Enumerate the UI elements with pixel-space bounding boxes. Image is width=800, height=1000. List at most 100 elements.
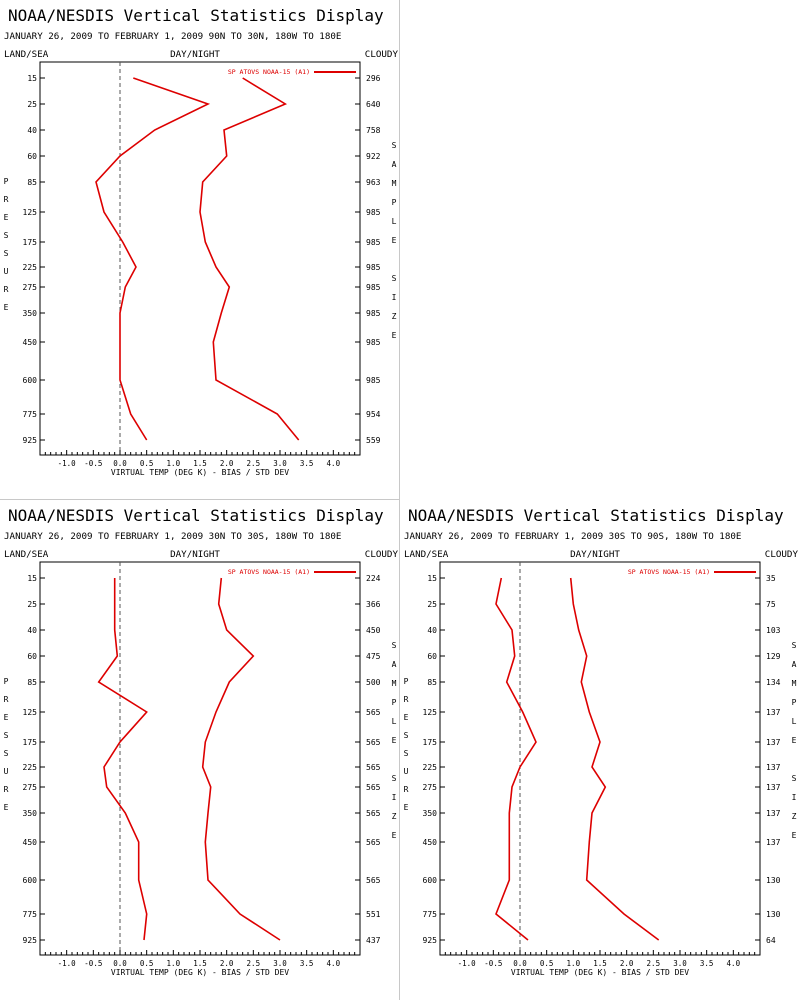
pressure-level-label: 25: [27, 600, 37, 609]
x-tick-label: -1.0: [58, 959, 77, 968]
sample-size-label: 296: [366, 74, 381, 83]
y2-axis-label-letter: M: [792, 679, 797, 688]
series-line-std_dev: [569, 577, 660, 941]
y-axis-label-letter: U: [4, 267, 9, 276]
x-tick-label: 4.0: [327, 459, 341, 468]
y-axis-label-letter: U: [404, 767, 409, 776]
sample-size-label: 137: [766, 708, 781, 717]
series-line-bias: [95, 77, 211, 441]
pressure-level-label: 275: [23, 783, 38, 792]
plot-frame: [39, 561, 361, 956]
x-tick-label: 4.0: [727, 959, 741, 968]
y2-axis-label-letter: E: [392, 331, 397, 340]
pressure-level-label: 450: [423, 838, 438, 847]
pressure-level-label: 175: [423, 738, 438, 747]
y2-axis-label-letter: L: [392, 217, 397, 226]
x-axis-label: VIRTUAL TEMP (DEG K) - BIAS / STD DEV: [111, 468, 289, 477]
chart-panel-90n-30n: NOAA/NESDIS Vertical Statistics Display J…: [0, 0, 400, 500]
y2-axis-label-letter: E: [392, 831, 397, 840]
sample-size-label: 922: [366, 152, 381, 161]
sample-size-label: 64: [766, 936, 776, 945]
pressure-level-label: 450: [23, 838, 38, 847]
header-land-sea: LAND/SEA: [404, 549, 449, 560]
y-axis-label-letter: R: [4, 195, 9, 204]
y2-axis-label-letter: P: [392, 198, 397, 207]
y2-axis-label-letter: S: [792, 641, 797, 650]
sample-size-label: 565: [366, 809, 381, 818]
vertical-stats-chart: NOAA/NESDIS Vertical Statistics Display J…: [404, 506, 799, 977]
x-axis-label: VIRTUAL TEMP (DEG K) - BIAS / STD DEV: [511, 968, 689, 977]
pressure-level-label: 175: [23, 738, 38, 747]
pressure-level-label: 175: [23, 238, 38, 247]
sample-size-label: 985: [366, 208, 381, 217]
sample-size-label: 565: [366, 838, 381, 847]
sample-size-label: 129: [766, 652, 781, 661]
header-cloudy: CLOUDY: [765, 549, 799, 560]
x-tick-label: -0.5: [84, 959, 102, 968]
sample-size-label: 963: [366, 178, 381, 187]
pressure-level-label: 25: [427, 600, 437, 609]
sample-size-label: 137: [766, 809, 781, 818]
series-line-bias: [97, 578, 148, 941]
sample-size-label: 551: [366, 910, 381, 919]
pressure-level-label: 275: [423, 783, 438, 792]
sample-size-label: 559: [366, 436, 381, 445]
sample-size-label: 565: [366, 876, 381, 885]
pressure-level-label: 225: [23, 763, 38, 772]
header-day-night: DAY/NIGHT: [570, 549, 620, 560]
x-tick-label: 1.0: [167, 459, 181, 468]
pressure-level-label: 125: [23, 208, 38, 217]
x-tick-label: 3.5: [300, 959, 314, 968]
chart-panel-30s-90s: NOAA/NESDIS Vertical Statistics Display J…: [400, 500, 800, 1000]
chart-panel-30n-30s: NOAA/NESDIS Vertical Statistics Display J…: [0, 500, 400, 1000]
x-tick-label: 1.0: [167, 959, 181, 968]
pressure-level-label: 350: [23, 309, 38, 318]
y-axis-label-letter: S: [4, 749, 9, 758]
y-axis-label-letter: R: [4, 785, 9, 794]
x-tick-label: 0.0: [513, 959, 527, 968]
sample-size-label: 985: [366, 309, 381, 318]
pressure-level-label: 85: [27, 178, 37, 187]
pressure-level-label: 15: [27, 74, 37, 83]
x-tick-label: -0.5: [484, 959, 502, 968]
x-tick-label: 0.0: [113, 959, 127, 968]
vertical-stats-chart: NOAA/NESDIS Vertical Statistics Display J…: [4, 506, 399, 977]
x-tick-label: 1.5: [193, 459, 207, 468]
sample-size-label: 130: [766, 876, 781, 885]
pressure-level-label: 60: [427, 652, 437, 661]
sample-size-label: 640: [366, 100, 381, 109]
y2-axis-label-letter: S: [392, 141, 397, 150]
pressure-level-label: 600: [23, 876, 38, 885]
x-tick-label: 2.0: [220, 459, 234, 468]
x-tick-label: 3.5: [700, 959, 714, 968]
y2-axis-label-letter: E: [392, 236, 397, 245]
y-axis-label-letter: S: [404, 731, 409, 740]
x-tick-label: -1.0: [458, 959, 477, 968]
sample-size-label: 437: [366, 936, 381, 945]
pressure-level-label: 40: [427, 626, 437, 635]
y-axis-label-letter: E: [404, 803, 409, 812]
y2-axis-label-letter: Z: [792, 812, 797, 821]
x-tick-label: 2.0: [620, 959, 634, 968]
sample-size-label: 565: [366, 738, 381, 747]
x-tick-label: 3.0: [673, 959, 687, 968]
y2-axis-label-letter: L: [392, 717, 397, 726]
pressure-level-label: 775: [23, 910, 38, 919]
y2-axis-label-letter: E: [392, 736, 397, 745]
x-tick-label: 4.0: [327, 959, 341, 968]
pressure-level-label: 925: [23, 936, 38, 945]
x-tick-label: 3.0: [273, 959, 287, 968]
sample-size-label: 35: [766, 574, 776, 583]
pressure-level-label: 15: [27, 574, 37, 583]
y2-axis-label-letter: E: [792, 831, 797, 840]
x-tick-label: -1.0: [58, 459, 77, 468]
y-axis-label-letter: P: [4, 677, 9, 686]
y-axis-label-letter: R: [404, 785, 409, 794]
series-line-std_dev: [199, 77, 300, 441]
x-tick-label: 1.5: [593, 959, 607, 968]
sample-size-label: 103: [766, 626, 781, 635]
y-axis-label-letter: E: [4, 803, 9, 812]
sample-size-label: 75: [766, 600, 776, 609]
sample-size-label: 130: [766, 910, 781, 919]
chart-title: NOAA/NESDIS Vertical Statistics Display: [408, 506, 784, 525]
